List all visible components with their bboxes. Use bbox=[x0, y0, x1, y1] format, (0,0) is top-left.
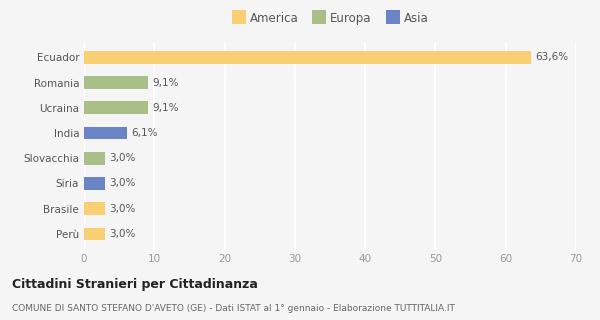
Text: 3,0%: 3,0% bbox=[109, 204, 136, 214]
Legend: America, Europa, Asia: America, Europa, Asia bbox=[232, 12, 428, 25]
Bar bbox=[84, 228, 105, 240]
Bar bbox=[84, 101, 148, 114]
Text: 3,0%: 3,0% bbox=[109, 153, 136, 163]
Text: 3,0%: 3,0% bbox=[109, 179, 136, 188]
Bar bbox=[84, 152, 105, 164]
Bar bbox=[84, 76, 148, 89]
Text: 9,1%: 9,1% bbox=[152, 103, 179, 113]
Bar bbox=[84, 51, 531, 64]
Bar bbox=[84, 127, 127, 139]
Text: 9,1%: 9,1% bbox=[152, 77, 179, 88]
Text: Cittadini Stranieri per Cittadinanza: Cittadini Stranieri per Cittadinanza bbox=[12, 278, 258, 292]
Text: 6,1%: 6,1% bbox=[131, 128, 158, 138]
Bar bbox=[84, 177, 105, 190]
Text: 63,6%: 63,6% bbox=[535, 52, 568, 62]
Bar bbox=[84, 202, 105, 215]
Text: COMUNE DI SANTO STEFANO D'AVETO (GE) - Dati ISTAT al 1° gennaio - Elaborazione T: COMUNE DI SANTO STEFANO D'AVETO (GE) - D… bbox=[12, 304, 455, 313]
Text: 3,0%: 3,0% bbox=[109, 229, 136, 239]
